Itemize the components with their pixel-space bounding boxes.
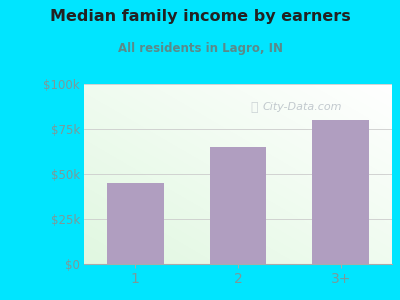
Bar [210, 147, 266, 264]
Bar [312, 120, 369, 264]
Text: ⓘ: ⓘ [250, 101, 258, 114]
Text: Median family income by earners: Median family income by earners [50, 9, 350, 24]
Text: All residents in Lagro, IN: All residents in Lagro, IN [118, 42, 282, 55]
Text: City-Data.com: City-Data.com [263, 102, 342, 112]
Bar [107, 183, 164, 264]
